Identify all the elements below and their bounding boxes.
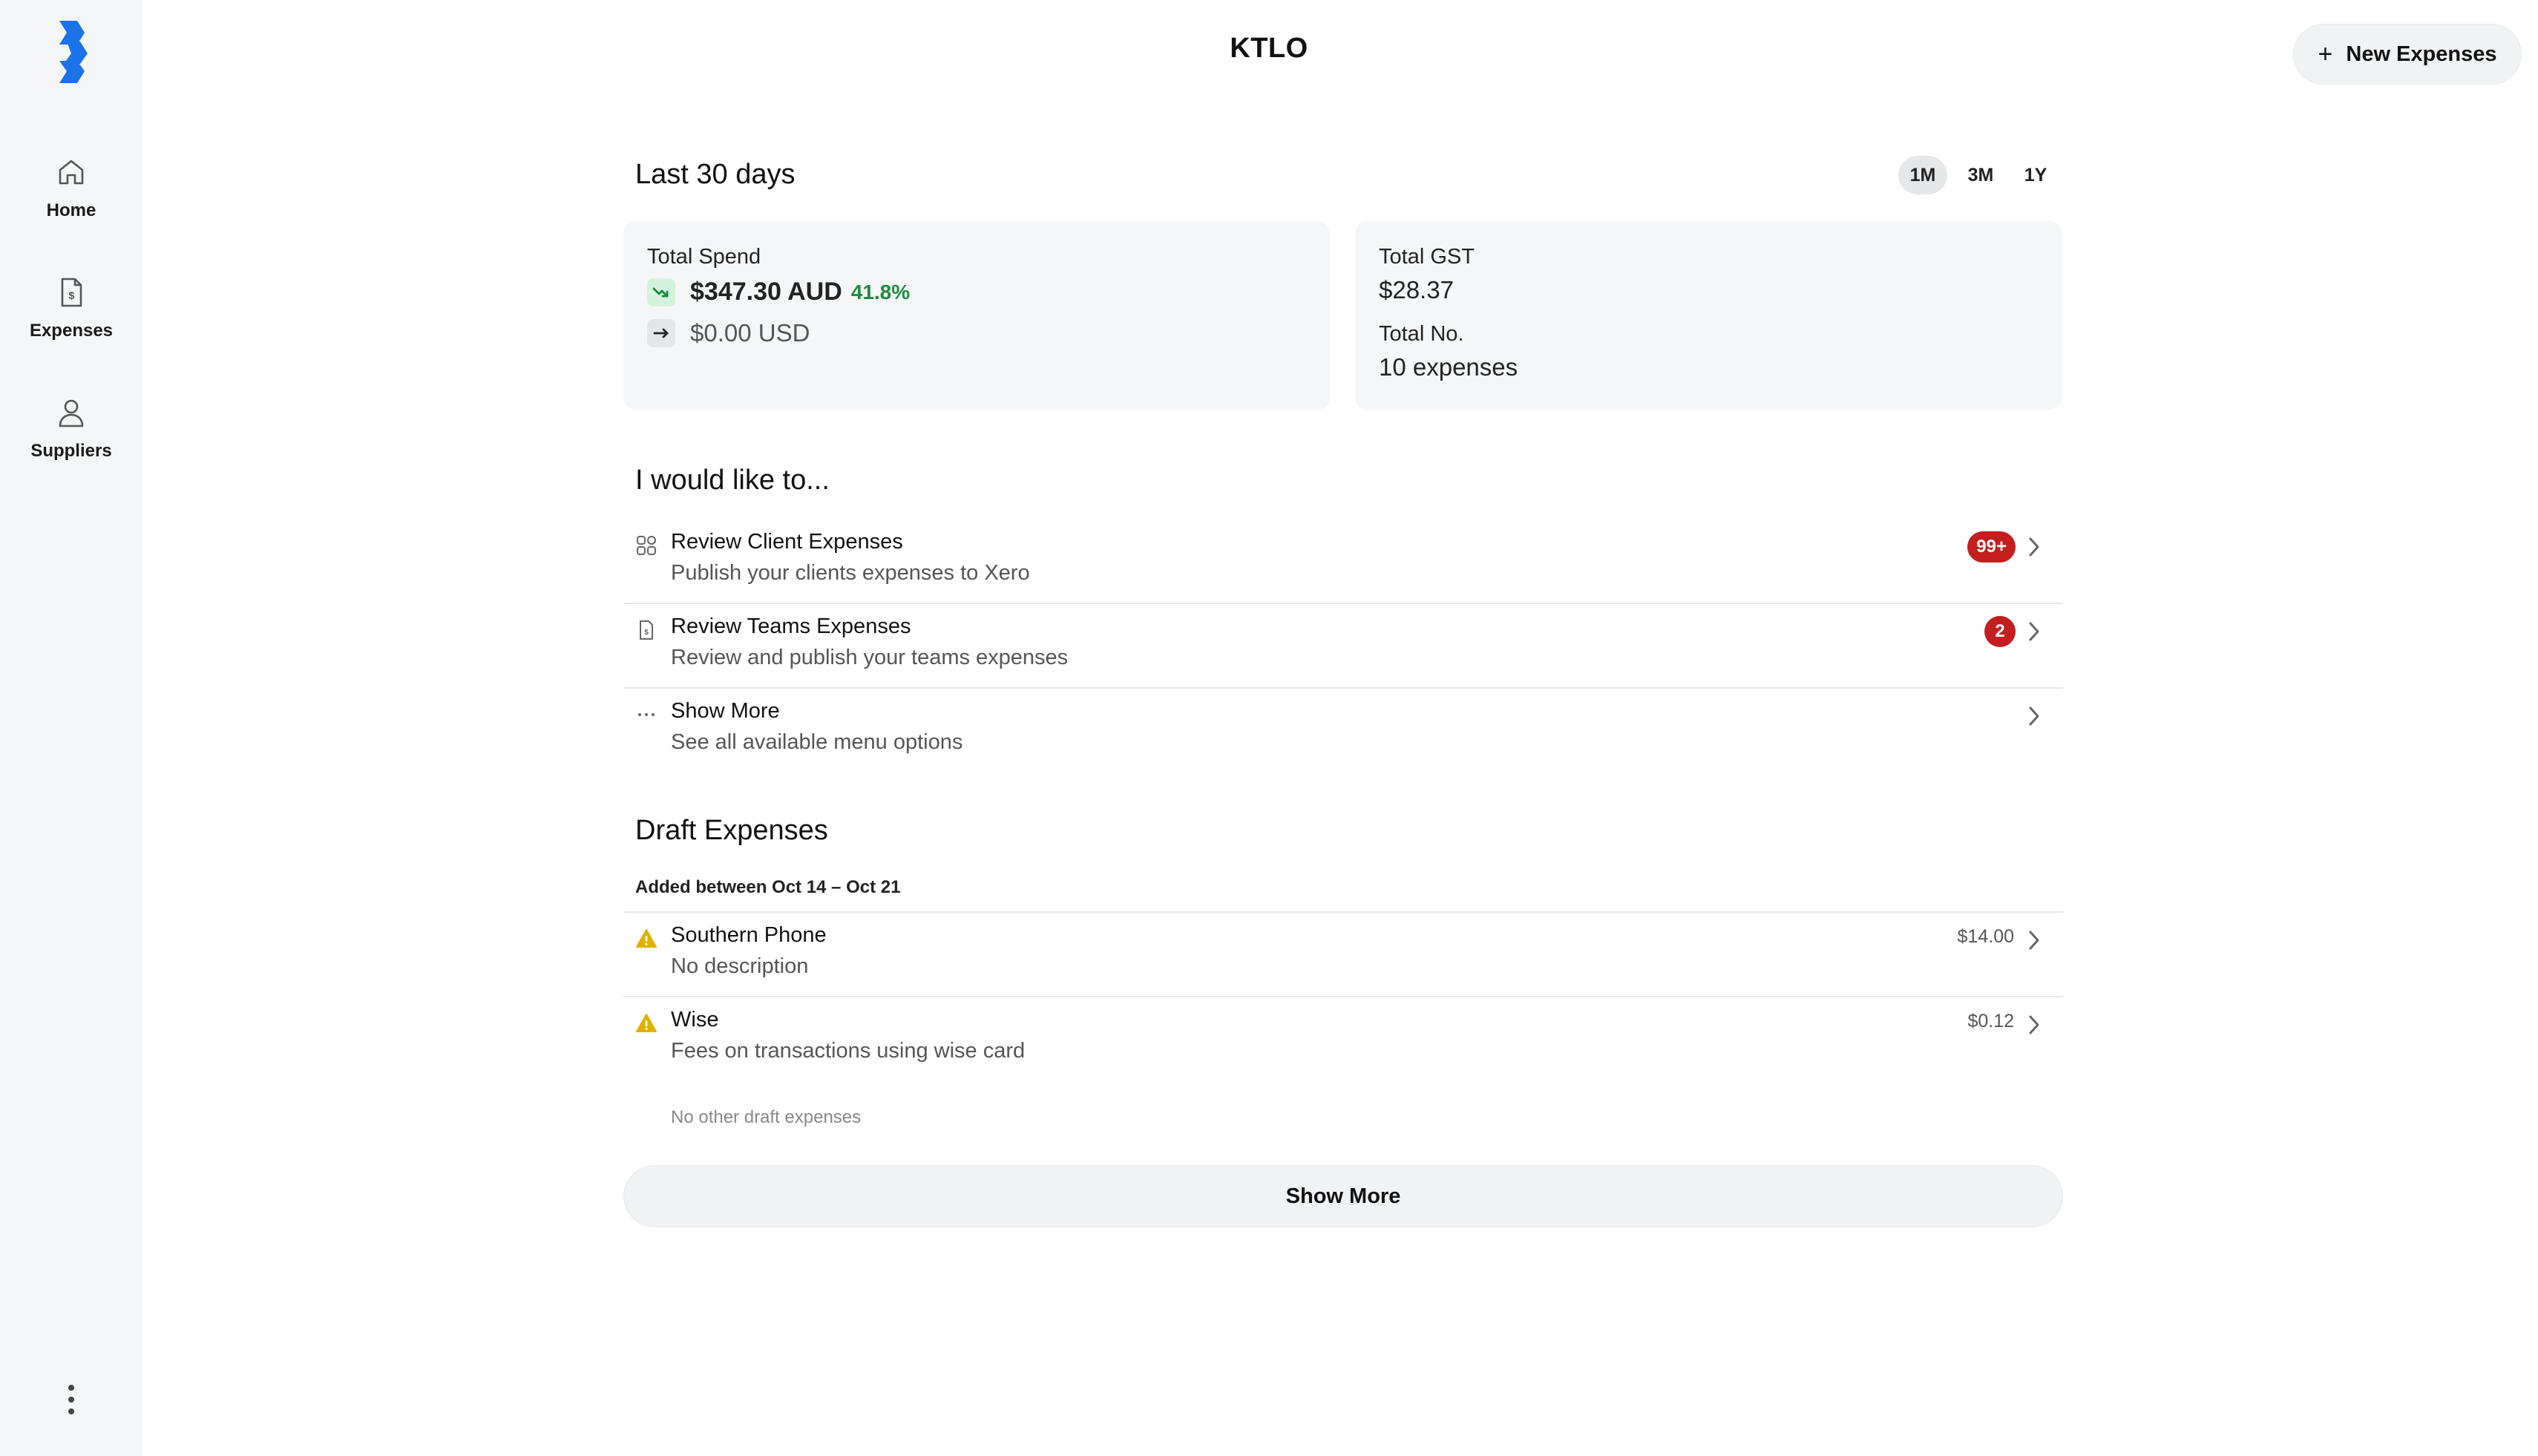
new-expenses-button[interactable]: + New Expenses: [2293, 24, 2522, 85]
total-gst-label: Total GST: [1379, 245, 1475, 269]
draft-amount: $0.12: [1967, 1011, 2014, 1032]
app-logo[interactable]: [55, 21, 88, 83]
receipt-dollar-icon: $: [640, 620, 653, 640]
action-title: Show More: [671, 699, 780, 723]
trend-down-icon: [647, 278, 675, 306]
action-review-client-expenses[interactable]: Review Client Expenses Publish your clie…: [623, 519, 2063, 604]
page-title: KTLO: [1230, 33, 1308, 64]
draft-item-southern-phone[interactable]: Southern Phone No description $14.00: [623, 913, 2063, 997]
drafts-heading: Draft Expenses: [635, 815, 828, 846]
total-count-label: Total No.: [1379, 322, 1464, 346]
action-subtitle: See all available menu options: [671, 730, 963, 754]
svg-text:$: $: [644, 629, 649, 637]
aud-amount-row: $347.30 AUD 41.8%: [647, 278, 910, 306]
change-percent: 41.8%: [850, 280, 911, 304]
period-1m[interactable]: 1M: [1898, 156, 1947, 194]
usd-amount: $0.00 USD: [690, 319, 810, 347]
arrow-right-icon: [647, 319, 675, 347]
drafts-date-range: Added between Oct 14 – Oct 21: [635, 877, 901, 897]
count-badge: 99+: [1967, 531, 2016, 563]
total-gst-value: $28.37: [1379, 276, 1454, 304]
draft-item-wise[interactable]: Wise Fees on transactions using wise car…: [623, 997, 2063, 1082]
apps-grid-icon: [637, 536, 656, 555]
chevron-right-icon: [2029, 1015, 2039, 1034]
action-title: Review Client Expenses: [671, 530, 903, 554]
period-3m[interactable]: 3M: [1967, 164, 1994, 186]
total-spend-card: Total Spend $347.30 AUD 41.8% $0.00 USD: [623, 221, 1330, 410]
summary-heading: Last 30 days: [635, 159, 796, 190]
draft-subtitle: Fees on transactions using wise card: [671, 1039, 1026, 1063]
gst-card: Total GST $28.37 Total No. 10 expenses: [1355, 221, 2062, 410]
chevron-right-icon: [2029, 622, 2039, 641]
sidebar-item-expenses[interactable]: $ Expenses: [0, 266, 142, 355]
draft-amount: $14.00: [1957, 926, 2014, 947]
actions-heading: I would like to...: [635, 465, 830, 496]
action-subtitle: Review and publish your teams expenses: [671, 646, 1069, 669]
chevron-right-icon: [2029, 931, 2039, 950]
ellipsis-icon: [638, 713, 655, 716]
sidebar: Home $ Expenses Suppliers: [0, 0, 142, 1456]
sidebar-item-suppliers[interactable]: Suppliers: [0, 386, 142, 475]
chevron-right-icon: [2029, 706, 2039, 726]
divider: [623, 911, 2063, 913]
total-spend-label: Total Spend: [647, 245, 761, 269]
person-icon: [59, 399, 84, 427]
plus-icon: +: [2318, 40, 2333, 68]
sidebar-item-home[interactable]: Home: [0, 145, 142, 235]
sidebar-item-label: Suppliers: [30, 441, 112, 461]
action-review-teams-expenses[interactable]: $ Review Teams Expenses Review and publi…: [623, 604, 2063, 689]
action-subtitle: Publish your clients expenses to Xero: [671, 561, 1030, 585]
draft-title: Southern Phone: [671, 923, 827, 947]
kebab-icon[interactable]: [62, 1382, 80, 1417]
count-badge: 2: [1984, 616, 2016, 647]
sidebar-item-label: Home: [46, 200, 96, 220]
warning-icon: [636, 929, 657, 948]
new-expenses-label: New Expenses: [2346, 42, 2497, 66]
chevron-right-icon: [2029, 537, 2039, 557]
usd-amount-row: $0.00 USD: [647, 319, 810, 347]
aud-amount: $347.30 AUD: [690, 278, 842, 306]
receipt-dollar-icon: $: [61, 278, 82, 307]
warning-icon: [636, 1014, 657, 1032]
show-more-button[interactable]: Show More: [623, 1165, 2063, 1227]
action-show-more[interactable]: Show More See all available menu options: [623, 689, 2063, 773]
sidebar-item-label: Expenses: [29, 321, 114, 341]
draft-title: Wise: [671, 1008, 719, 1032]
home-icon: [59, 160, 84, 185]
action-title: Review Teams Expenses: [671, 614, 911, 638]
draft-subtitle: No description: [671, 954, 809, 978]
empty-drafts-note: No other draft expenses: [671, 1107, 862, 1127]
total-count-value: 10 expenses: [1379, 353, 1518, 381]
period-1y[interactable]: 1Y: [2024, 164, 2047, 186]
svg-text:$: $: [69, 289, 75, 301]
